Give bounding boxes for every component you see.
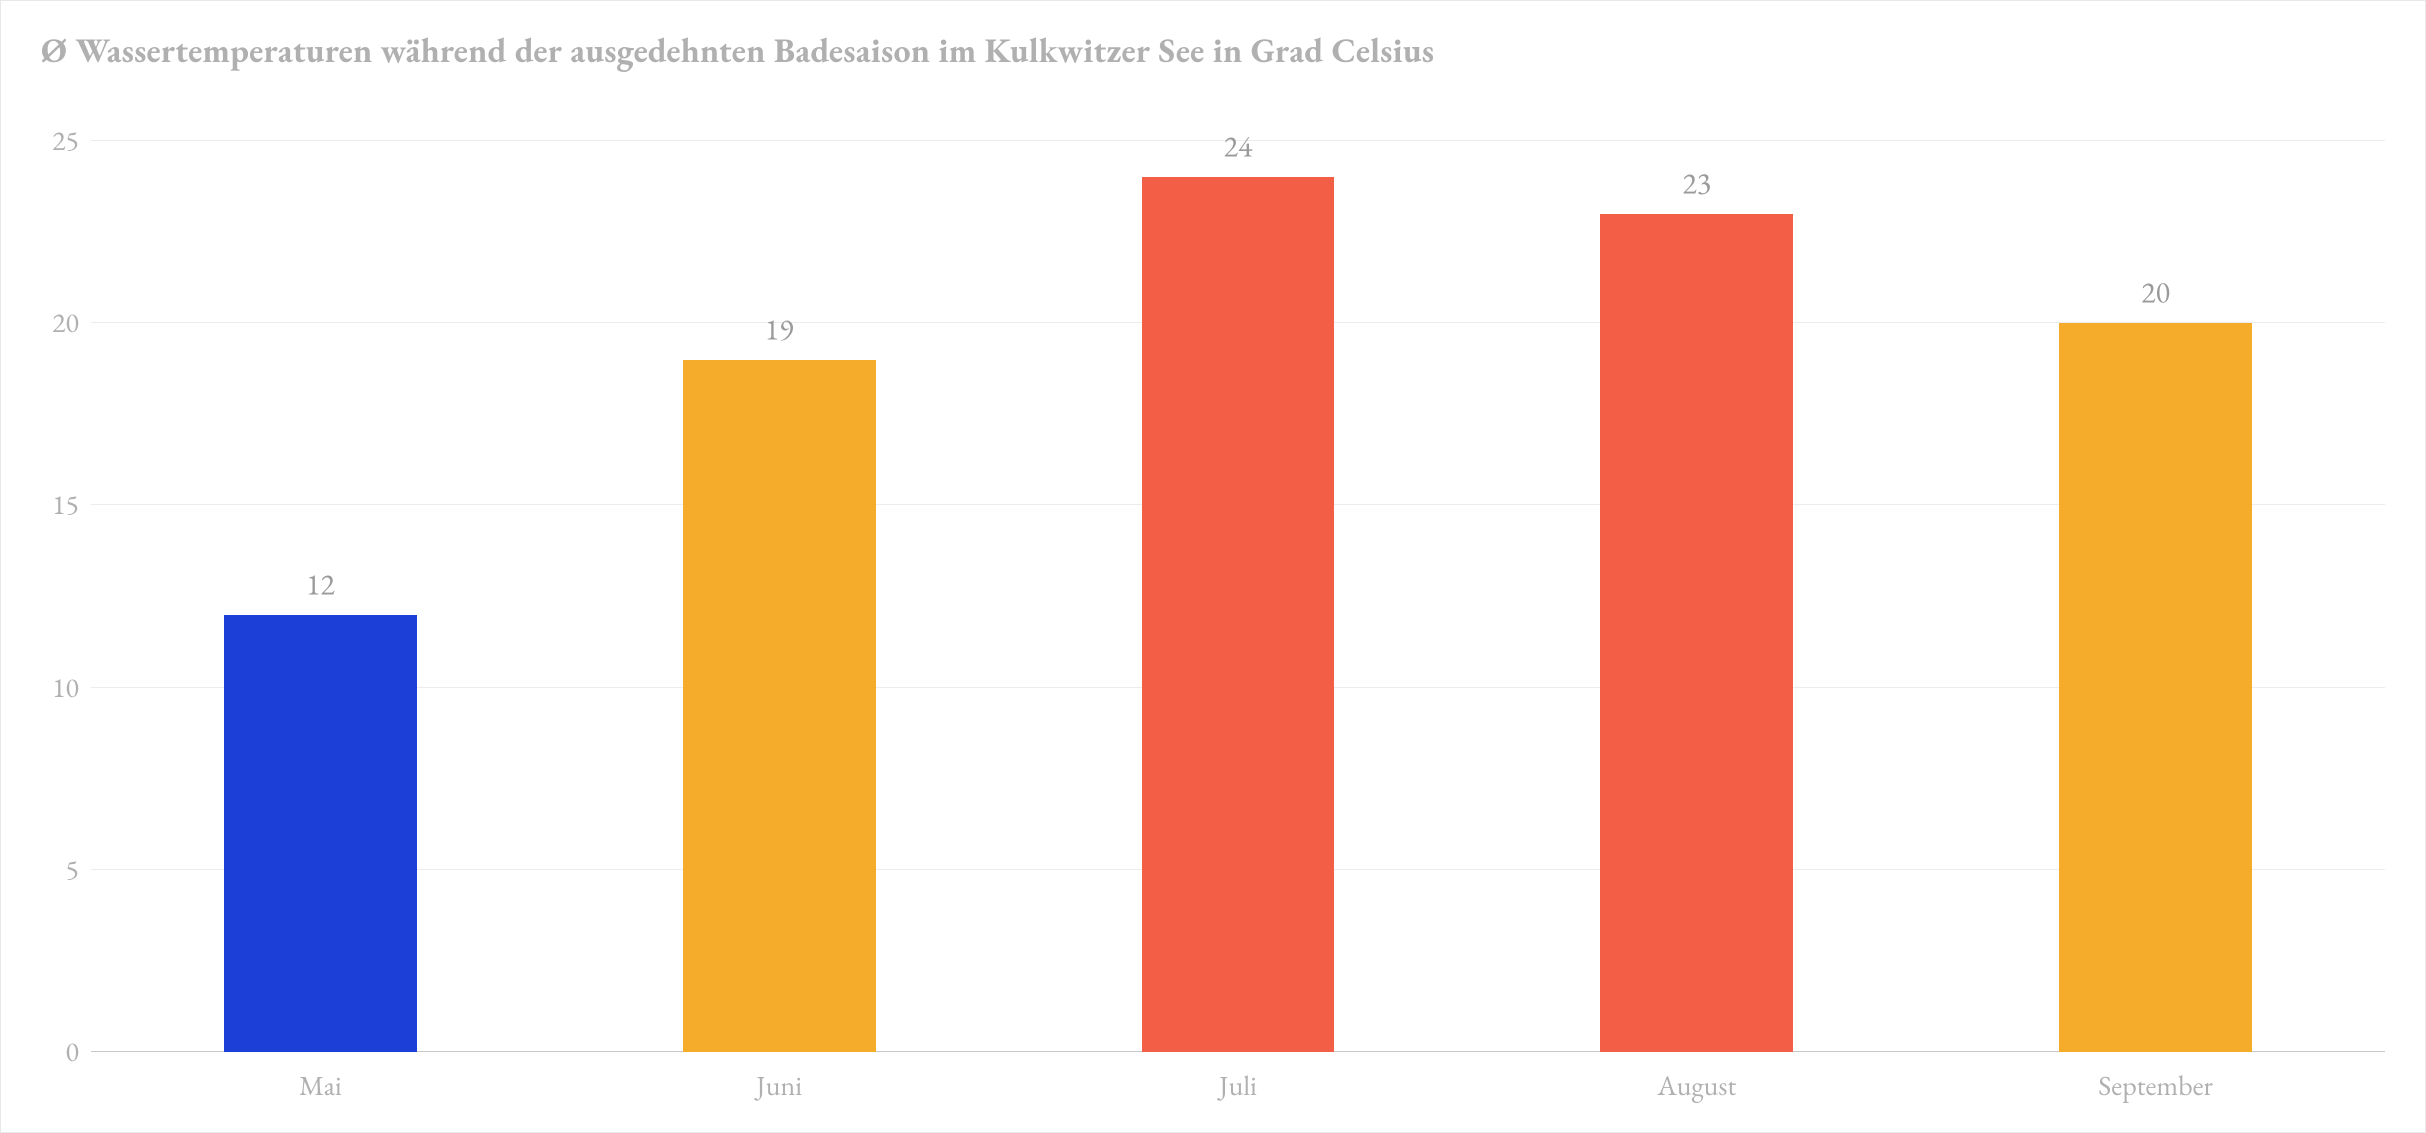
x-tick-label: Juli: [1009, 1068, 1468, 1104]
bar-slot: 12Mai: [91, 141, 550, 1052]
bar-slot: 23August: [1467, 141, 1926, 1052]
bar-slot: 19Juni: [550, 141, 1009, 1052]
bar-slot: 20September: [1926, 141, 2385, 1052]
bar: 24: [1142, 177, 1335, 1052]
x-tick-label: Juni: [550, 1068, 1009, 1104]
x-tick-label: August: [1467, 1068, 1926, 1104]
chart-container: Ø Wassertemperaturen während der ausgede…: [0, 0, 2426, 1133]
y-tick-label: 15: [29, 487, 79, 523]
bar-slot: 24Juli: [1009, 141, 1468, 1052]
bar: 12: [224, 615, 417, 1052]
chart-title: Ø Wassertemperaturen während der ausgede…: [41, 29, 2385, 73]
bar-value-label: 23: [1600, 163, 1793, 202]
x-tick-label: Mai: [91, 1068, 550, 1104]
y-tick-label: 0: [29, 1034, 79, 1070]
y-tick-label: 20: [29, 305, 79, 341]
bar-value-label: 24: [1142, 127, 1335, 166]
bar: 23: [1600, 214, 1793, 1052]
bar-value-label: 12: [224, 564, 417, 603]
bar-value-label: 19: [683, 309, 876, 348]
y-tick-label: 10: [29, 670, 79, 706]
y-tick-label: 5: [29, 852, 79, 888]
bar: 19: [683, 360, 876, 1052]
bar: 20: [2059, 323, 2252, 1052]
y-tick-label: 25: [29, 123, 79, 159]
plot-area: 051015202512Mai19Juni24Juli23August20Sep…: [91, 141, 2385, 1052]
bar-value-label: 20: [2059, 273, 2252, 312]
x-tick-label: September: [1926, 1068, 2385, 1104]
